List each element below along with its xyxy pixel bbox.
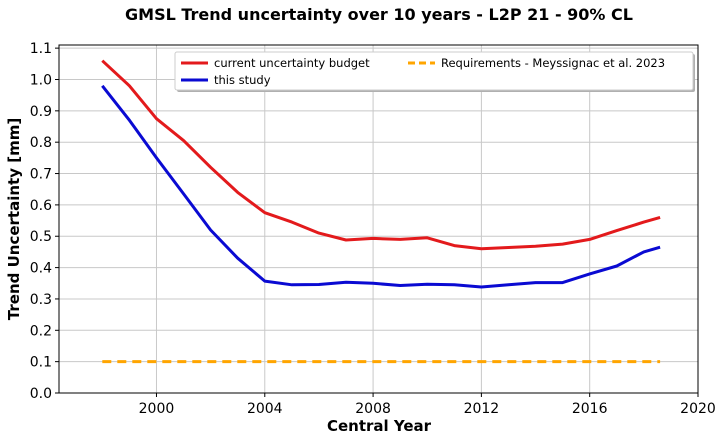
y-tick-label: 0.1: [30, 355, 52, 371]
y-tick-label: 0.0: [30, 386, 52, 402]
y-tick-label: 1.0: [30, 72, 52, 88]
x-tick-label: 2012: [464, 401, 500, 417]
y-tick-label: 0.7: [30, 167, 52, 183]
series-line-1: [101, 59, 661, 251]
y-tick-label: 0.9: [30, 104, 52, 120]
axis-ticks: 2000 2004 2008 2012 2016 2020 0.0 0.1 0.2 0.3 0.4 0…: [30, 41, 716, 417]
x-tick-label: 2016: [572, 401, 608, 417]
y-tick-label: 0.2: [30, 323, 52, 339]
y-tick-label: 0.4: [30, 261, 52, 277]
y-tick-label: 0.3: [30, 292, 52, 308]
x-tick-label: 2008: [355, 401, 391, 417]
y-tick-label: 0.5: [30, 229, 52, 245]
legend-label-1: current uncertainty budget: [214, 56, 370, 70]
series-line-2: [101, 84, 661, 289]
legend-label-2: this study: [214, 73, 271, 87]
series-lines: [101, 59, 661, 364]
plot-frame: [58, 44, 699, 394]
y-tick-label: 1.1: [30, 41, 52, 57]
x-tick-label: 2004: [247, 401, 283, 417]
y-tick-label: 0.6: [30, 198, 52, 214]
x-tick-label: 2000: [139, 401, 175, 417]
x-tick-label: 2020: [680, 401, 716, 417]
y-axis-label: Trend Uncertainty [mm]: [5, 118, 23, 320]
x-axis-label: Central Year: [327, 417, 432, 435]
legend-box: [174, 51, 694, 91]
y-tick-label: 0.8: [30, 135, 52, 151]
chart-title: GMSL Trend uncertainty over 10 years - L…: [125, 5, 633, 24]
legend: current uncertainty budget this study Requ…: [174, 51, 695, 92]
legend-label-3: Requirements - Meyssignac et al. 2023: [441, 56, 665, 70]
